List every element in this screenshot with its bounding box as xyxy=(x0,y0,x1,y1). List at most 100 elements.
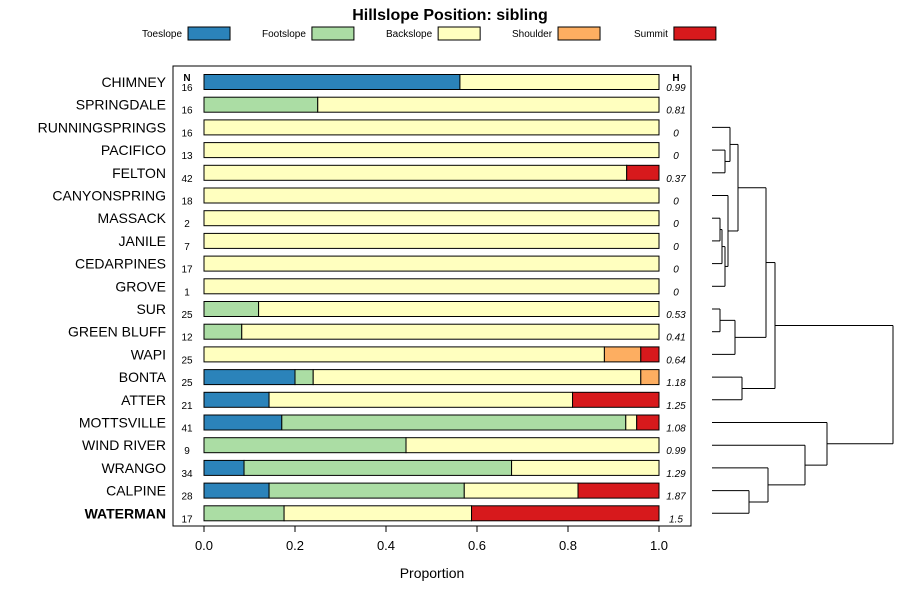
row-canyonspring: CANYONSPRING 18 0 xyxy=(52,187,679,208)
bar-segment-footslope xyxy=(203,301,260,317)
h-value: 1.18 xyxy=(666,378,686,389)
category-label: SPRINGDALE xyxy=(76,97,166,113)
bar-segment-footslope xyxy=(203,323,243,340)
category-label: CHIMNEY xyxy=(101,74,166,90)
n-value: 41 xyxy=(181,424,193,435)
row-wapi: WAPI 25 0.64 xyxy=(131,346,686,366)
h-value: 0.64 xyxy=(666,355,686,366)
n-value: 2 xyxy=(184,219,190,230)
x-axis: 0.0 0.2 0.4 0.6 0.8 1.0 xyxy=(195,526,668,553)
category-label: MOTTSVILLE xyxy=(79,415,166,431)
n-value: 1 xyxy=(184,287,190,298)
row-cedarpines: CEDARPINES 17 0 xyxy=(75,255,679,276)
bar-segment-footslope xyxy=(268,482,465,499)
row-atter: ATTER 21 1.25 xyxy=(121,391,686,412)
h-value: 0.99 xyxy=(666,83,686,94)
row-springdale: SPRINGDALE 16 0.81 xyxy=(76,96,686,117)
n-value: 12 xyxy=(181,333,193,344)
category-label: WRANGO xyxy=(101,460,166,476)
bar-segment-toeslope xyxy=(203,459,245,476)
category-label: PACIFICO xyxy=(101,142,166,158)
legend-label-toeslope: Toeslope xyxy=(142,29,182,40)
bar-segment-summit xyxy=(636,414,660,431)
bar-segment-shoulder xyxy=(603,346,642,363)
n-value: 17 xyxy=(181,514,193,525)
bar-segment-summit xyxy=(471,505,660,522)
bar-segment-footslope xyxy=(203,505,285,522)
n-value: 16 xyxy=(181,106,193,117)
category-label: CALPINE xyxy=(106,483,166,499)
h-value: 1.87 xyxy=(666,492,686,503)
h-value: 0.53 xyxy=(666,310,686,321)
n-value: 16 xyxy=(181,83,193,94)
category-label: CANYONSPRING xyxy=(52,188,166,204)
h-value: 0 xyxy=(673,287,679,298)
bar-rows: CHIMNEY 16 0.99 SPRINGDALE 16 0.81 RUNNINGSPRI… xyxy=(38,74,686,525)
x-tick-label: 0.8 xyxy=(559,538,577,553)
bar-segment-backslope xyxy=(463,482,579,499)
legend-label-shoulder: Shoulder xyxy=(512,29,553,40)
category-label: JANILE xyxy=(119,233,166,249)
n-value: 25 xyxy=(181,378,193,389)
bar-segment-backslope xyxy=(203,278,660,295)
h-value: 0.99 xyxy=(666,446,686,457)
legend: Toeslope Footslope Backslope Shoulder Summit xyxy=(142,26,717,41)
bar-segment-toeslope xyxy=(203,414,283,431)
category-label: WATERMAN xyxy=(85,505,166,521)
h-value: 0 xyxy=(673,219,679,230)
bar-segment-backslope xyxy=(459,74,660,90)
bar-segment-backslope xyxy=(317,96,660,113)
bar-segment-backslope xyxy=(203,232,660,249)
row-massack: MASSACK 2 0 xyxy=(98,210,679,230)
n-column-header: N xyxy=(183,73,190,84)
h-value: 0.81 xyxy=(666,106,685,117)
n-value: 25 xyxy=(181,310,193,321)
bar-segment-shoulder xyxy=(640,369,660,386)
x-tick-label: 0.6 xyxy=(468,538,486,553)
category-label: ATTER xyxy=(121,392,166,408)
n-value: 42 xyxy=(181,174,193,185)
bar-segment-summit xyxy=(640,346,660,363)
category-label: GREEN BLUFF xyxy=(68,324,166,340)
bar-segment-backslope xyxy=(258,301,660,317)
bar-segment-backslope xyxy=(625,414,638,431)
category-label: RUNNINGSPRINGS xyxy=(38,119,166,135)
n-value: 17 xyxy=(181,265,193,276)
legend-swatch-backslope xyxy=(437,26,481,41)
bar-segment-backslope xyxy=(203,119,660,136)
category-label: CEDARPINES xyxy=(75,256,166,272)
row-green-bluff: GREEN BLUFF 12 0.41 xyxy=(68,323,686,344)
bar-segment-backslope xyxy=(312,369,642,386)
legend-swatch-toeslope xyxy=(187,26,231,41)
category-label: WAPI xyxy=(131,346,166,362)
h-value: 0 xyxy=(673,242,679,253)
x-tick-label: 0.0 xyxy=(195,538,213,553)
h-value: 0 xyxy=(673,197,679,208)
bar-segment-backslope xyxy=(283,505,473,522)
n-value: 7 xyxy=(184,242,190,253)
bar-segment-backslope xyxy=(203,187,660,204)
h-value: 1.5 xyxy=(669,514,683,525)
bar-segment-backslope xyxy=(203,210,660,227)
row-mottsville: MOTTSVILLE 41 1.08 xyxy=(79,414,686,435)
chart-title: Hillslope Position: sibling xyxy=(352,7,548,24)
row-janile: JANILE 7 0 xyxy=(119,232,679,253)
n-value: 28 xyxy=(181,492,193,503)
n-value: 9 xyxy=(184,446,190,457)
legend-label-summit: Summit xyxy=(634,29,668,40)
bar-segment-summit xyxy=(577,482,660,499)
h-value: 0.37 xyxy=(666,174,686,185)
bar-segment-backslope xyxy=(203,164,628,181)
h-column-header: H xyxy=(672,73,679,84)
bar-segment-footslope xyxy=(294,369,314,386)
bar-segment-backslope xyxy=(203,346,605,363)
n-value: 13 xyxy=(181,151,193,162)
bar-segment-footslope xyxy=(203,96,319,113)
n-value: 34 xyxy=(181,469,193,480)
bar-segment-summit xyxy=(626,164,660,181)
legend-label-footslope: Footslope xyxy=(262,29,306,40)
legend-swatch-footslope xyxy=(311,26,355,41)
row-grove: GROVE 1 0 xyxy=(115,278,679,298)
bar-segment-backslope xyxy=(511,459,660,476)
